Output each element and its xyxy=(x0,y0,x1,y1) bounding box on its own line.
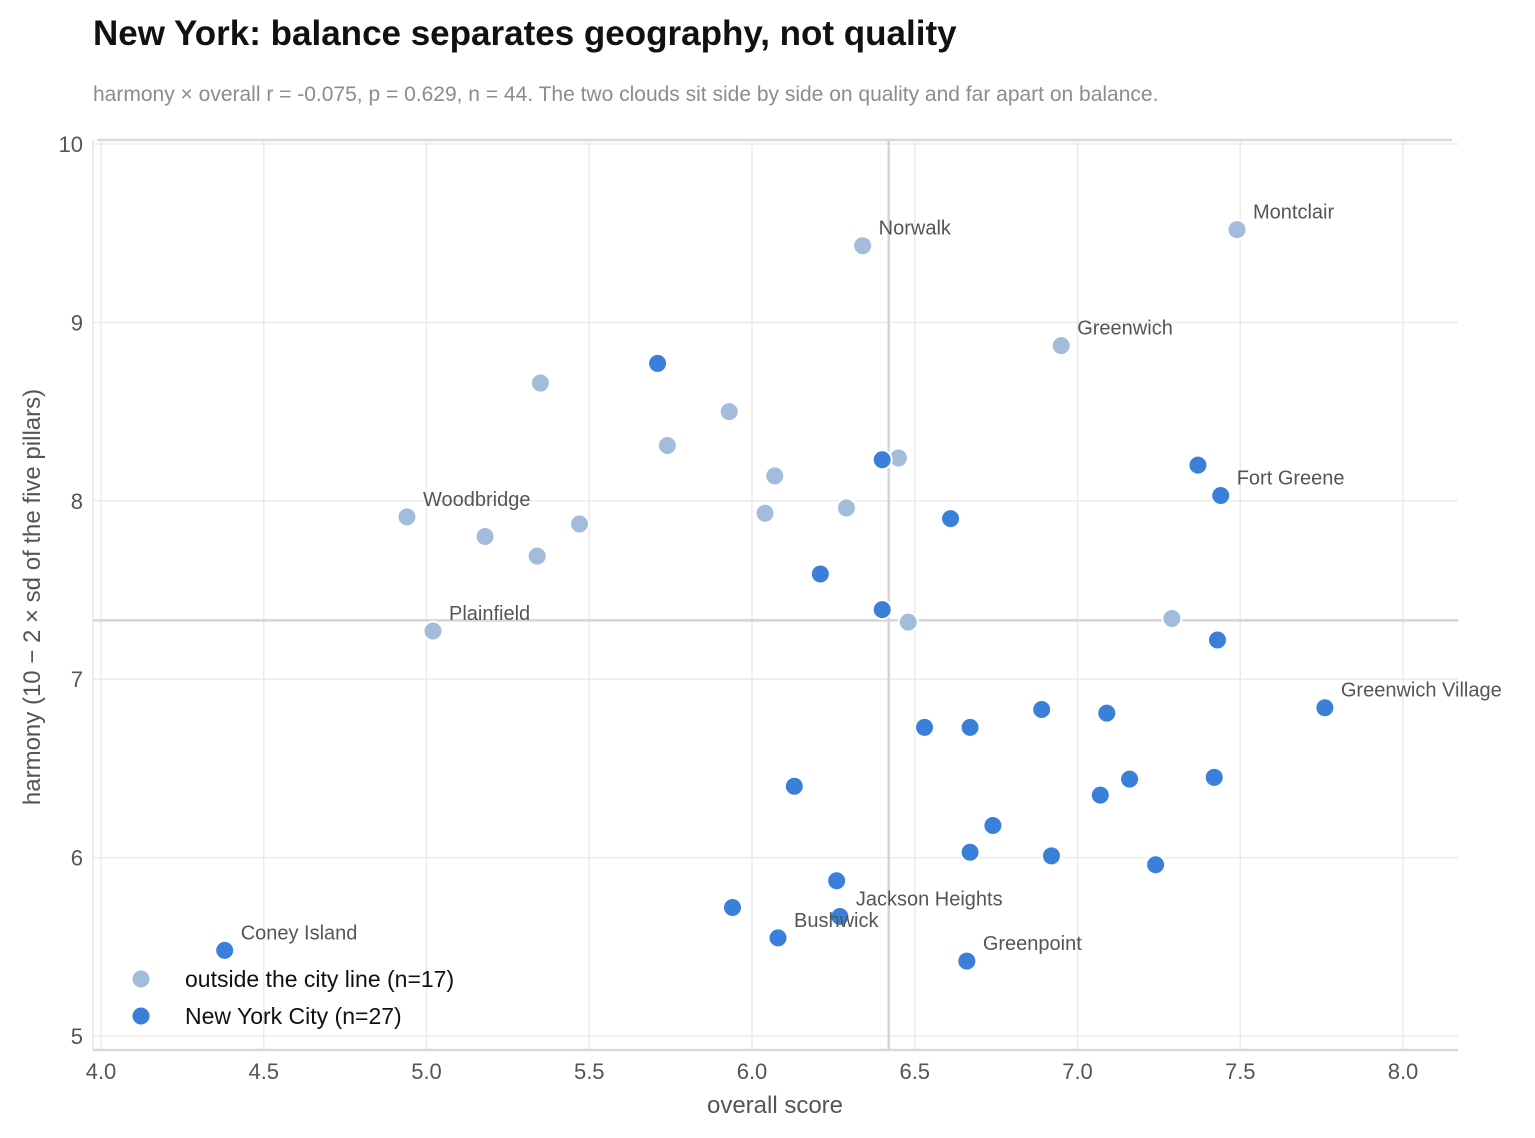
outside-city-point xyxy=(852,235,874,257)
grid-lines xyxy=(93,140,1458,1050)
outside-city-point xyxy=(1161,608,1183,630)
y-tick-label: 7 xyxy=(71,667,83,692)
outside-city-point xyxy=(396,506,418,528)
nyc-point xyxy=(982,814,1004,836)
nyc-point xyxy=(809,563,831,585)
y-tick-label: 5 xyxy=(71,1024,83,1049)
point-label: Bushwick xyxy=(794,910,879,932)
outside-city-point xyxy=(754,502,776,524)
point-label: Greenpoint xyxy=(983,933,1082,955)
y-axis-label: harmony (10 − 2 × sd of the five pillars… xyxy=(19,389,46,805)
point-label: Norwalk xyxy=(879,218,952,240)
x-axis-label: overall score xyxy=(707,1092,843,1119)
nyc-point xyxy=(959,841,981,863)
point-label: Greenwich xyxy=(1077,318,1173,340)
nyc-point xyxy=(1203,766,1225,788)
outside-city-point xyxy=(1226,219,1248,241)
nyc-point xyxy=(871,449,893,471)
x-tick-label: 4.5 xyxy=(248,1059,279,1084)
legend-label-nyc: New York City (n=27) xyxy=(185,1003,402,1029)
nyc-point xyxy=(1206,629,1228,651)
legend-label-outside: outside the city line (n=17) xyxy=(185,966,454,992)
outside-city-point xyxy=(835,497,857,519)
nyc-point xyxy=(914,716,936,738)
point-labels: Norwalk Montclair Greenwich Woodbridge Plain… xyxy=(241,202,1502,955)
point-label: Coney Island xyxy=(241,922,358,944)
outside-city-point xyxy=(718,401,740,423)
nyc-point xyxy=(1040,845,1062,867)
nyc-point xyxy=(1145,854,1167,876)
outside-city-point xyxy=(474,525,496,547)
x-tick-label: 7.5 xyxy=(1225,1059,1256,1084)
nyc-point xyxy=(956,950,978,972)
axes: overall score harmony (10 − 2 × sd of the… xyxy=(19,138,1458,1119)
point-label: Greenwich Village xyxy=(1341,680,1502,702)
y-tick-label: 6 xyxy=(71,846,83,871)
nyc-point xyxy=(829,905,851,927)
x-tick-label: 6.5 xyxy=(899,1059,930,1084)
outside-city-point xyxy=(529,372,551,394)
nyc-point xyxy=(959,716,981,738)
nyc-point xyxy=(214,939,236,961)
point-label: Fort Greene xyxy=(1237,467,1345,489)
x-tick-label: 4.0 xyxy=(86,1059,117,1084)
nyc-point xyxy=(1031,699,1053,721)
nyc-point xyxy=(1314,697,1336,719)
point-label: Jackson Heights xyxy=(856,888,1003,910)
outside-city-point xyxy=(568,513,590,535)
data-points xyxy=(214,219,1336,972)
x-tick-label: 7.0 xyxy=(1062,1059,1093,1084)
x-tick-label: 5.5 xyxy=(574,1059,605,1084)
nyc-point xyxy=(767,927,789,949)
legend-marker-outside xyxy=(130,968,152,990)
outside-city-point xyxy=(1050,335,1072,357)
nyc-point xyxy=(1187,454,1209,476)
outside-city-point xyxy=(422,620,444,642)
x-tick-label: 5.0 xyxy=(411,1059,442,1084)
nyc-point xyxy=(1119,768,1141,790)
chart-subtitle: harmony × overall r = -0.075, p = 0.629,… xyxy=(93,83,1159,106)
outside-city-point xyxy=(526,545,548,567)
nyc-point xyxy=(647,352,669,374)
y-tick-label: 10 xyxy=(59,132,83,157)
outside-city-point xyxy=(764,465,786,487)
tick-labels: 4.0 4.5 5.0 5.5 6.0 6.5 7.0 7.5 8.0 5 6 7 8 9 10 xyxy=(59,132,1419,1084)
legend: outside the city line (n=17) New York Cit… xyxy=(130,966,454,1029)
nyc-point xyxy=(826,870,848,892)
nyc-point xyxy=(1089,784,1111,806)
x-tick-label: 8.0 xyxy=(1388,1059,1419,1084)
nyc-point xyxy=(783,775,805,797)
nyc-point xyxy=(1096,702,1118,724)
reference-lines xyxy=(93,140,1458,1050)
outside-city-point xyxy=(656,434,678,456)
nyc-point xyxy=(1210,484,1232,506)
chart-title: New York: balance separates geography, n… xyxy=(93,14,957,53)
x-tick-label: 6.0 xyxy=(737,1059,768,1084)
legend-marker-nyc xyxy=(130,1005,152,1027)
point-label: Woodbridge xyxy=(423,489,530,511)
nyc-point xyxy=(940,508,962,530)
y-tick-label: 8 xyxy=(71,489,83,514)
point-label: Plainfield xyxy=(449,603,530,625)
outside-city-point xyxy=(897,611,919,633)
point-label: Montclair xyxy=(1253,202,1334,224)
nyc-point xyxy=(871,599,893,621)
nyc-point xyxy=(721,897,743,919)
y-tick-label: 9 xyxy=(71,310,83,335)
